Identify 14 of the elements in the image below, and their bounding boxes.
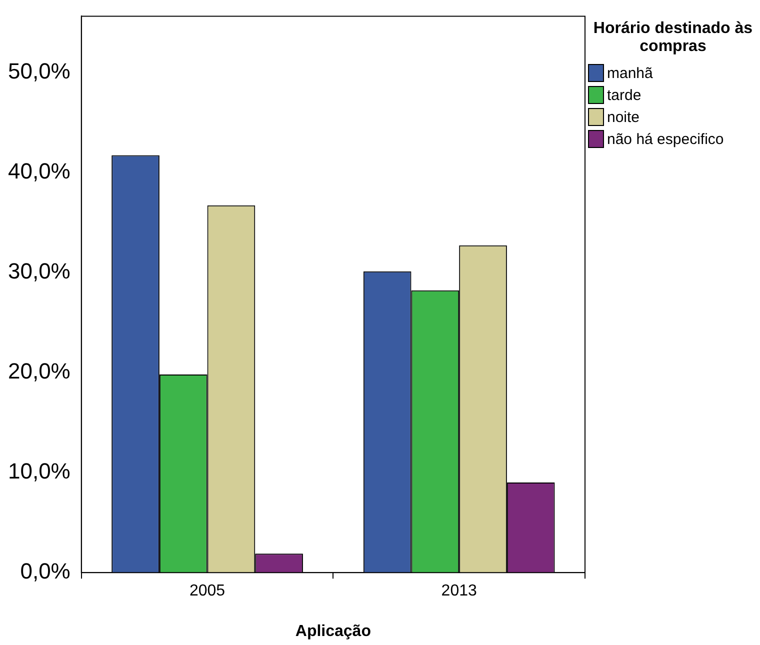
legend-label: manhã	[607, 64, 653, 82]
y-tick-label: 10,0%	[8, 458, 70, 484]
x-tick-label: 2005	[189, 582, 226, 600]
y-tick-label: 50,0%	[8, 58, 70, 84]
x-axis-title: Aplicação	[295, 622, 372, 640]
y-tick-label: 30,0%	[8, 258, 70, 284]
legend-label: tarde	[607, 86, 642, 104]
legend-label: não há especifico	[607, 130, 724, 148]
legend-label: noite	[607, 108, 640, 126]
y-tick-label: 20,0%	[8, 358, 70, 384]
y-tick-label: 0,0%	[20, 558, 70, 584]
legend-title: Horário destinado às compras	[592, 20, 754, 56]
y-tick-label: 40,0%	[8, 158, 70, 184]
x-tick-label: 2013	[441, 582, 477, 600]
